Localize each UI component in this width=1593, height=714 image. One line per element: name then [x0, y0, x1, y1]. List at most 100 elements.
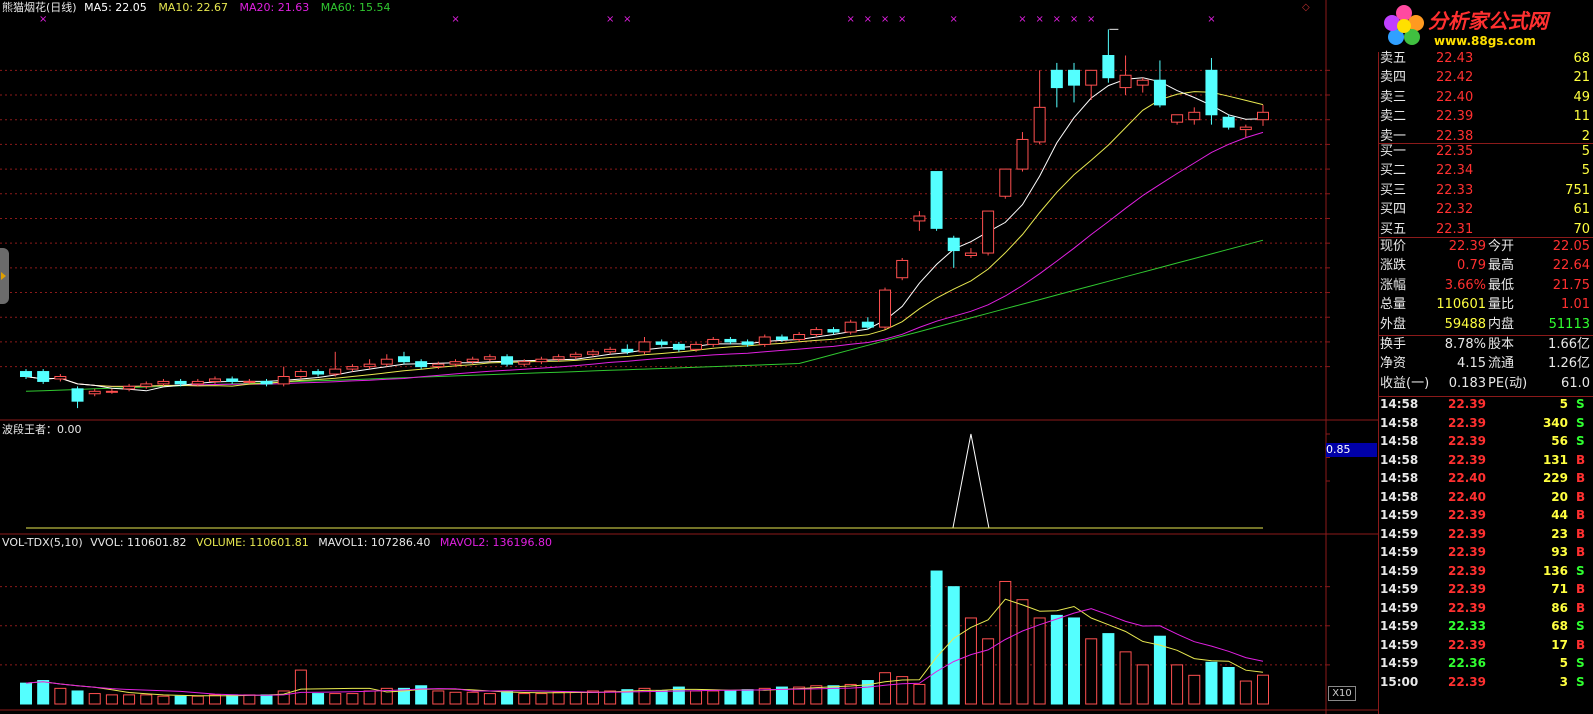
signal-marker-icon: × [451, 14, 459, 25]
signal-marker-icon: × [1087, 14, 1095, 25]
stat-value-2: 1.01 [1561, 297, 1590, 313]
ask-price: 22.43 [1436, 51, 1474, 66]
tick-row: 14:59 22.39 44 B [1378, 508, 1593, 523]
stat-row: 总量 110601 量比 1.01 [1378, 296, 1593, 314]
volume-bar [741, 689, 754, 705]
tick-price: 22.39 [1448, 526, 1486, 541]
candle [672, 343, 685, 350]
tick-volume: 131 [1542, 452, 1568, 467]
tick-row: 14:59 22.33 68 S [1378, 619, 1593, 634]
vvol-label: VVOL: 110601.82 [90, 536, 187, 549]
tick-time: 14:59 [1380, 619, 1419, 633]
tick-price: 22.39 [1448, 600, 1486, 615]
candle [930, 171, 943, 229]
tick-volume: 68 [1551, 619, 1568, 633]
tick-price: 22.36 [1448, 656, 1486, 670]
volume-label: VOLUME: 110601.81 [196, 536, 309, 549]
signal-marker-icon: × [950, 14, 958, 25]
volume-bar [243, 694, 256, 705]
chart-canvas[interactable]: × × × × × × × × × × × × × × × [0, 0, 1378, 714]
volume-bar [483, 693, 496, 705]
tick-row: 14:59 22.39 71 B [1378, 582, 1593, 597]
volume-bar [1257, 674, 1269, 705]
tick-time: 14:58 [1380, 452, 1419, 467]
volume-bar [1188, 674, 1201, 705]
signal-marker-icon: × [623, 14, 631, 25]
ma10-label: MA10: 22.67 [158, 1, 229, 14]
candle [277, 375, 290, 385]
bid-price: 22.32 [1436, 202, 1474, 218]
tick-volume: 93 [1551, 545, 1568, 559]
volume-bar [105, 694, 118, 705]
stat-value-2: 22.64 [1552, 258, 1590, 274]
candle [140, 383, 153, 387]
bid-volume: 70 [1573, 221, 1590, 237]
tick-side: S [1576, 563, 1585, 578]
tick-price: 22.33 [1448, 619, 1486, 633]
volume-bar [775, 686, 788, 705]
stat-label-2: 量比 [1488, 297, 1515, 313]
ask-price: 22.38 [1436, 128, 1474, 144]
candle [1033, 106, 1046, 143]
candle [913, 215, 926, 222]
volume-bar [655, 690, 668, 705]
diamond-icon[interactable]: ◇ [1302, 2, 1310, 13]
ask-row: 卖四 22.42 21 [1378, 69, 1593, 87]
volume-header: VOL-TDX(5,10) VVOL: 110601.82 VOLUME: 11… [2, 536, 552, 549]
candle [329, 368, 342, 375]
logo-title: 分析家公式网 [1428, 9, 1548, 33]
fin-label-2: 流通 [1488, 356, 1515, 372]
volume-bar [947, 586, 960, 705]
stat-value: 22.39 [1448, 239, 1486, 254]
volume-bar [672, 686, 685, 705]
candle [397, 356, 410, 363]
bid-label: 买一 [1380, 144, 1407, 159]
fin-label-2: PE(动) [1488, 375, 1528, 391]
divider [1378, 396, 1593, 397]
stock-title[interactable]: 熊猫烟花(日线) [2, 1, 77, 14]
panel-collapse-handle[interactable] [0, 248, 9, 304]
candle [861, 321, 874, 328]
candle [312, 371, 325, 375]
candle [655, 341, 668, 345]
candle [1102, 55, 1115, 79]
candle [552, 356, 565, 360]
stat-value: 3.66% [1444, 277, 1486, 293]
bid-volume: 5 [1581, 144, 1590, 159]
tick-side: S [1576, 656, 1585, 670]
candle [432, 363, 445, 368]
candle [483, 356, 496, 360]
candle [569, 353, 582, 358]
bid-row: 买一 22.35 5 [1378, 143, 1593, 161]
tick-time: 14:58 [1380, 415, 1419, 430]
tick-price: 22.39 [1448, 415, 1486, 430]
candle [105, 390, 118, 393]
mavol2-line [25, 608, 1264, 696]
candle [947, 237, 960, 252]
volume-bar [260, 694, 273, 705]
candle [724, 338, 737, 343]
tick-side: S [1576, 415, 1585, 430]
tick-side: B [1576, 489, 1586, 504]
ask-price: 22.39 [1436, 109, 1474, 125]
stat-label: 总量 [1380, 297, 1407, 313]
ask-volume: 21 [1573, 70, 1590, 86]
ask-volume: 11 [1573, 109, 1590, 125]
volume-bar [930, 570, 943, 705]
tick-price: 22.39 [1448, 434, 1486, 448]
fin-label: 换手 [1380, 337, 1407, 352]
volume-bar [879, 672, 892, 705]
tick-time: 14:59 [1380, 545, 1419, 559]
fin-value: 4.15 [1457, 356, 1486, 372]
volume-unit: X10 [1328, 686, 1356, 701]
bid-label: 买四 [1380, 202, 1407, 218]
tick-price: 22.39 [1448, 545, 1486, 559]
fin-value: 0.183 [1448, 375, 1486, 391]
volume-bar [191, 695, 204, 705]
candle [775, 336, 788, 340]
candle [604, 348, 617, 353]
candle [501, 356, 514, 365]
volume-bar [71, 690, 84, 705]
tick-row: 14:58 22.39 131 B [1378, 453, 1593, 468]
volume-bar [707, 690, 720, 705]
